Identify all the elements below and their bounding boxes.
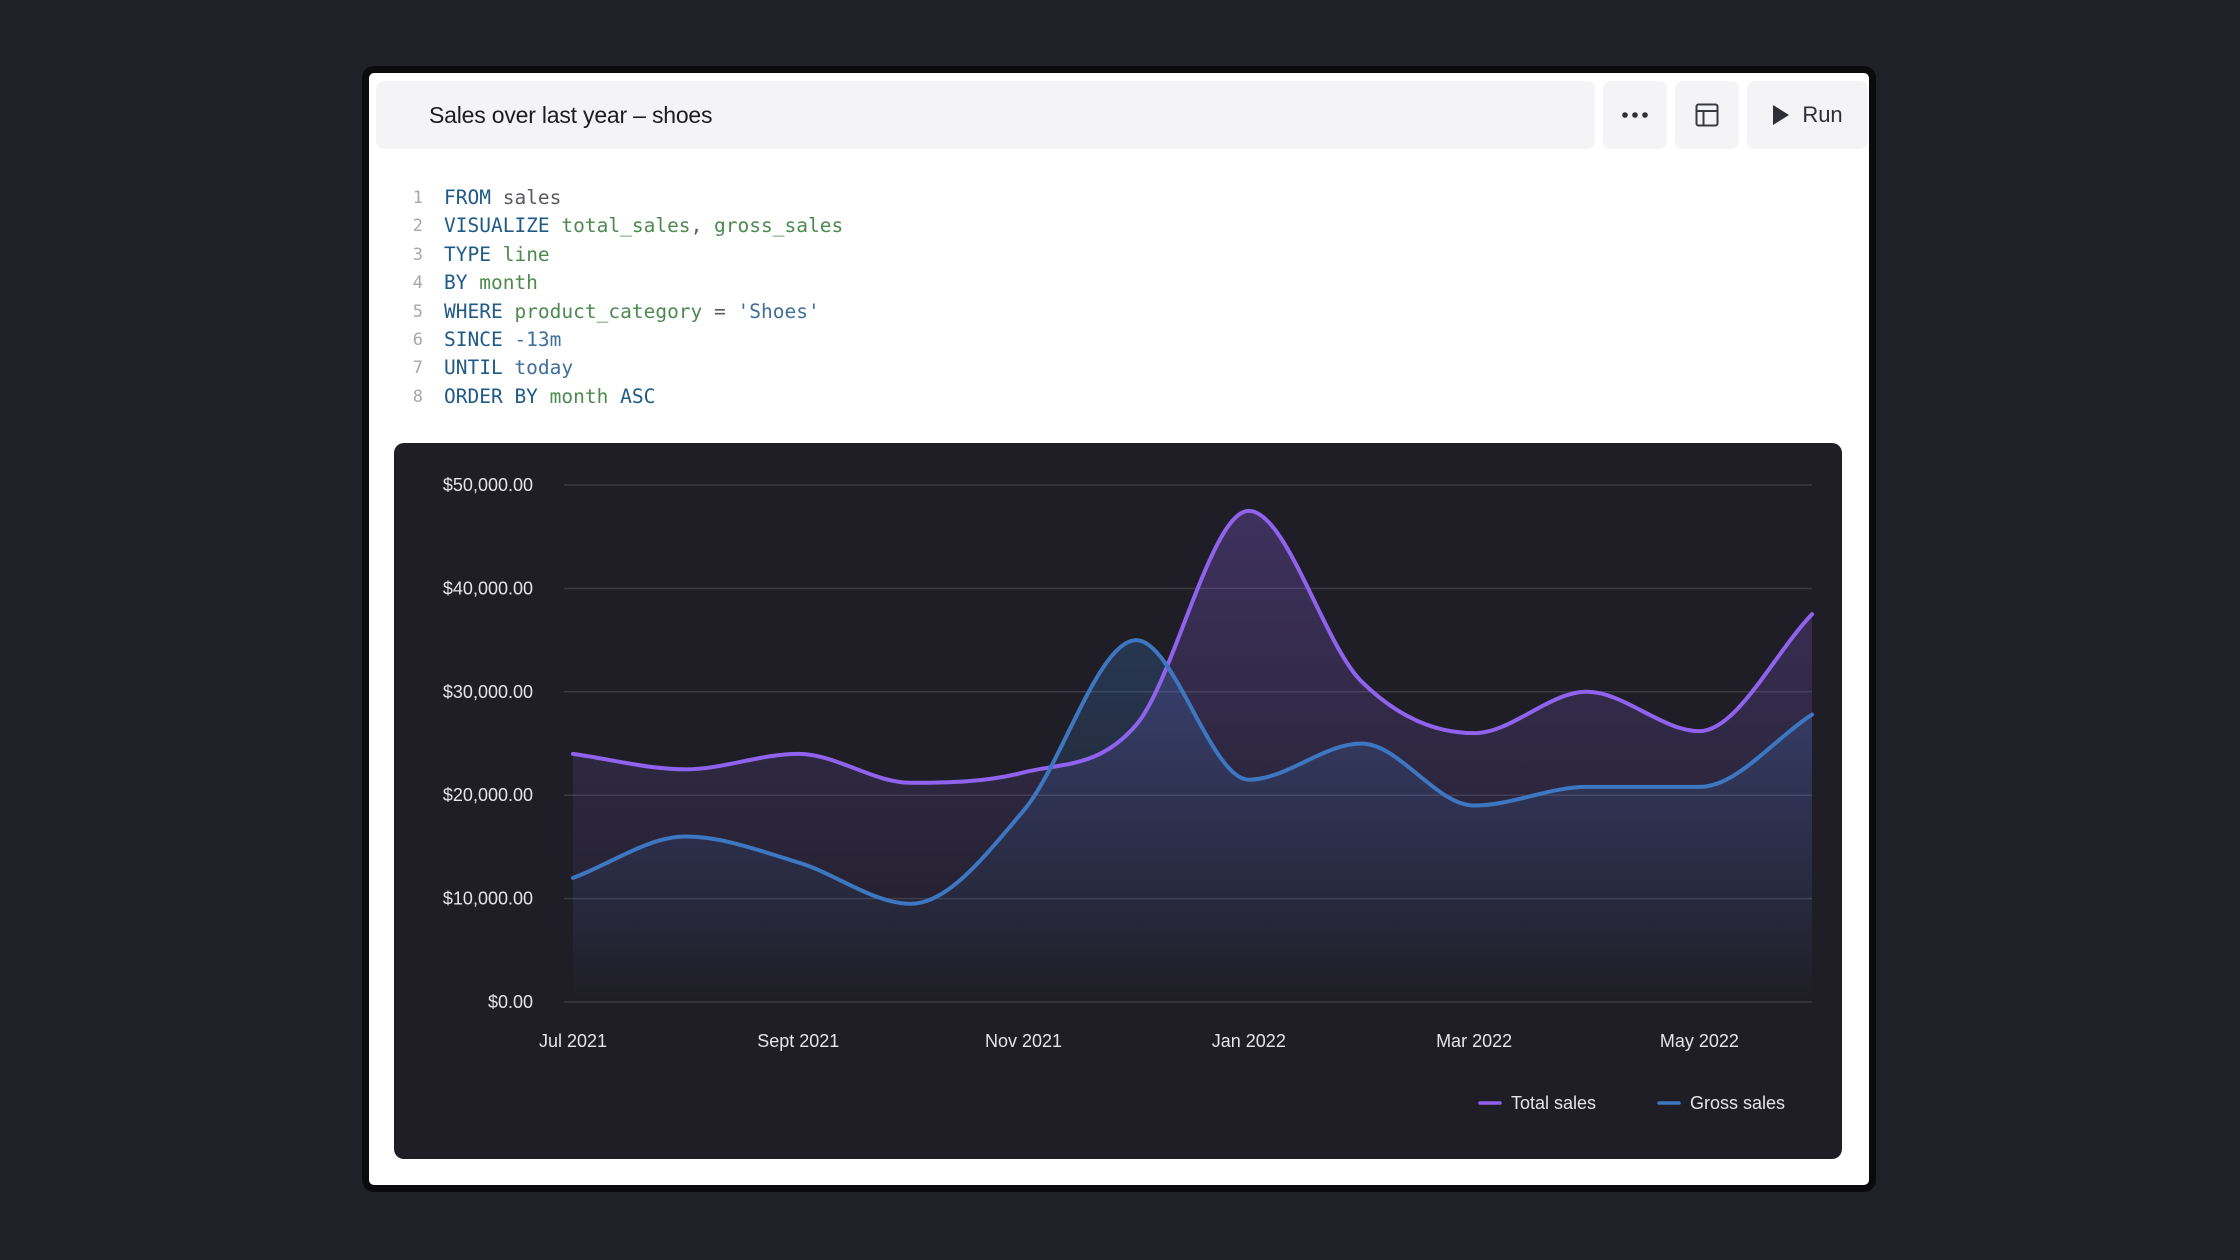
line-chart: $0.00 $10,000.00 $20,000.00 $30,000.00 $40,0…: [443, 475, 1814, 1113]
run-button[interactable]: Run: [1747, 81, 1868, 149]
series-area-fill: [573, 640, 1812, 1002]
play-icon: [1773, 105, 1790, 125]
line-number: 6: [412, 329, 423, 350]
code-token: SINCE: [444, 327, 503, 351]
code-line: 6 SINCE -13m: [399, 326, 843, 354]
query-card: Sales over last year – shoes Run 1 FROM s…: [362, 66, 1876, 1192]
code-token: VISUALIZE: [444, 214, 550, 238]
code-line: 4 BY month: [399, 269, 843, 297]
x-tick-label: Jan 2022: [1212, 1031, 1286, 1051]
query-header: Sales over last year – shoes: [376, 81, 1595, 149]
code-token: month: [467, 271, 538, 295]
code-token: UNTIL: [444, 356, 503, 380]
code-token: product_category: [502, 299, 703, 323]
code-token: 'Shoes': [737, 299, 820, 323]
code-token: sales: [490, 186, 562, 209]
legend-label: Total sales: [1511, 1093, 1596, 1113]
y-tick-label: $0.00: [488, 992, 533, 1012]
code-line: 3 TYPE line: [399, 241, 843, 269]
code-token: ORDER BY: [444, 384, 538, 408]
code-token: month: [537, 384, 609, 408]
code-token: total_sales: [549, 214, 691, 238]
code-token: TYPE: [444, 242, 491, 266]
code-line: 8 ORDER BY month ASC: [399, 383, 843, 411]
more-options-button[interactable]: [1603, 81, 1667, 149]
x-tick-label: May 2022: [1660, 1031, 1739, 1051]
code-line: 1 FROM sales: [399, 184, 843, 212]
y-tick-label: $50,000.00: [443, 475, 533, 495]
line-number: 1: [412, 188, 423, 208]
line-number: 8: [412, 386, 423, 407]
code-token: line: [490, 242, 550, 266]
gross-sales-line: [571, 638, 1814, 906]
code-token: WHERE: [444, 299, 503, 323]
code-token: FROM: [444, 186, 491, 209]
legend-label: Gross sales: [1690, 1093, 1785, 1113]
y-tick-label: $30,000.00: [443, 682, 533, 702]
code-token: =: [702, 299, 738, 323]
run-button-label: Run: [1802, 102, 1843, 127]
y-tick-label: $20,000.00: [443, 785, 533, 805]
code-token: today: [502, 356, 574, 380]
code-line: 2 VISUALIZE total_sales, gross_sales: [399, 212, 843, 240]
line-number: 5: [412, 301, 423, 322]
total-sales-line: [571, 508, 1814, 785]
line-number: 4: [412, 273, 423, 294]
code-line: 7 UNTIL today: [399, 354, 843, 382]
query-title: Sales over last year – shoes: [429, 102, 713, 128]
code-token: gross_sales: [714, 214, 844, 238]
layout-panel-icon: [1695, 103, 1719, 127]
y-tick-label: $10,000.00: [443, 889, 533, 909]
code-token: ASC: [608, 384, 656, 408]
code-line: 5 WHERE product_category = 'Shoes': [399, 298, 843, 326]
line-number: 7: [412, 358, 423, 379]
code-editor[interactable]: 1 FROM sales 2 VISUALIZE total_sales, gross…: [399, 184, 843, 411]
chart-panel: $0.00 $10,000.00 $20,000.00 $30,000.00 $40,0…: [394, 443, 1842, 1159]
line-number: 2: [412, 216, 423, 237]
line-number: 3: [412, 244, 423, 265]
y-tick-label: $40,000.00: [443, 578, 533, 598]
x-tick-label: Nov 2021: [985, 1031, 1062, 1051]
x-tick-label: Mar 2022: [1436, 1031, 1512, 1051]
code-token: -13m: [502, 327, 562, 351]
layout-toggle-button[interactable]: [1675, 81, 1739, 149]
code-token: ,: [690, 214, 715, 238]
code-token: BY: [444, 271, 468, 295]
x-tick-label: Jul 2021: [539, 1031, 607, 1051]
more-horizontal-icon: [1622, 112, 1648, 118]
x-tick-label: Sept 2021: [757, 1031, 839, 1051]
